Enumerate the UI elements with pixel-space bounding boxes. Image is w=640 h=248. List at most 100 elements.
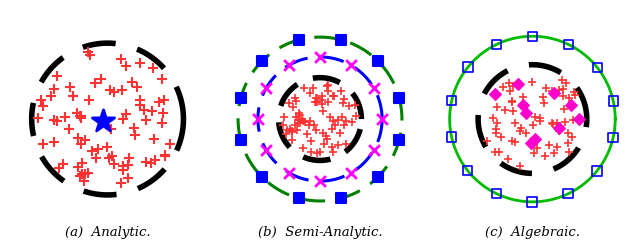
Point <box>327 145 337 149</box>
Point <box>335 131 346 135</box>
Point <box>481 139 492 143</box>
Point <box>447 135 457 139</box>
Point <box>315 150 325 154</box>
Point <box>488 116 499 120</box>
Point <box>529 151 540 155</box>
Point <box>369 86 379 90</box>
Point <box>394 96 404 100</box>
Point <box>322 84 332 88</box>
Point <box>490 150 500 154</box>
Point <box>68 94 79 98</box>
Point <box>548 122 558 126</box>
Point <box>504 81 514 85</box>
Point <box>547 89 557 93</box>
Point <box>544 143 554 147</box>
Point <box>549 91 559 94</box>
Point <box>77 172 87 176</box>
Point <box>535 119 545 123</box>
Point <box>335 89 346 93</box>
Point <box>284 63 294 67</box>
Point <box>79 179 89 183</box>
Point <box>495 135 506 139</box>
Point <box>317 94 328 98</box>
Point <box>154 100 164 104</box>
Point <box>318 109 328 113</box>
Point <box>310 100 321 104</box>
Point <box>76 114 86 118</box>
Point <box>372 175 383 179</box>
Point <box>327 127 337 131</box>
Point <box>311 128 321 132</box>
Point <box>503 157 513 161</box>
Point <box>299 86 309 90</box>
Point <box>49 87 59 91</box>
Point <box>515 129 525 133</box>
Point <box>149 137 159 141</box>
Point <box>287 130 298 134</box>
Point <box>513 82 524 86</box>
Point <box>317 98 327 102</box>
Point <box>490 92 500 96</box>
Point <box>129 133 140 137</box>
Point <box>84 98 94 102</box>
Point <box>291 116 301 120</box>
Point <box>165 142 175 146</box>
Point <box>294 121 305 125</box>
Point <box>540 154 550 158</box>
Point <box>80 172 90 176</box>
Point <box>76 142 86 146</box>
Point <box>323 89 333 93</box>
Point <box>311 96 321 100</box>
Point <box>287 138 297 142</box>
Point <box>554 88 564 92</box>
Point <box>369 148 379 152</box>
Point <box>91 156 101 160</box>
Point <box>150 158 160 162</box>
Point <box>608 99 618 103</box>
Point <box>531 137 541 141</box>
Point <box>348 120 358 124</box>
Point <box>317 131 328 135</box>
Point <box>564 43 574 47</box>
Point <box>312 96 322 100</box>
Point <box>54 166 64 170</box>
Point <box>532 146 542 150</box>
Point <box>122 64 132 68</box>
Point <box>592 169 602 173</box>
Point <box>278 115 289 119</box>
Point <box>557 78 567 82</box>
Point <box>490 131 500 135</box>
Point <box>315 55 325 59</box>
Point <box>253 117 263 121</box>
Point <box>116 57 127 61</box>
Point <box>521 131 531 135</box>
Point <box>333 143 343 147</box>
Point <box>58 162 68 166</box>
Point <box>538 95 548 99</box>
Point <box>90 81 100 85</box>
Point <box>309 123 319 127</box>
Point <box>64 127 74 131</box>
Point <box>147 66 157 70</box>
Point <box>337 115 348 119</box>
Point <box>79 138 90 142</box>
Point <box>328 94 338 98</box>
Point <box>159 98 170 102</box>
Point <box>541 86 551 90</box>
Point <box>566 103 576 107</box>
Point <box>65 85 76 89</box>
Point <box>506 89 516 93</box>
Point <box>122 176 132 180</box>
Point <box>122 112 132 116</box>
Point <box>552 145 562 149</box>
Point <box>291 99 301 103</box>
Point <box>509 121 520 125</box>
Text: (a)  Analytic.: (a) Analytic. <box>65 226 150 239</box>
Point <box>394 138 404 142</box>
Point <box>344 104 355 108</box>
Point <box>516 126 526 130</box>
Point <box>330 123 340 126</box>
Point <box>104 156 115 160</box>
Point <box>294 38 304 42</box>
Point <box>510 140 520 144</box>
